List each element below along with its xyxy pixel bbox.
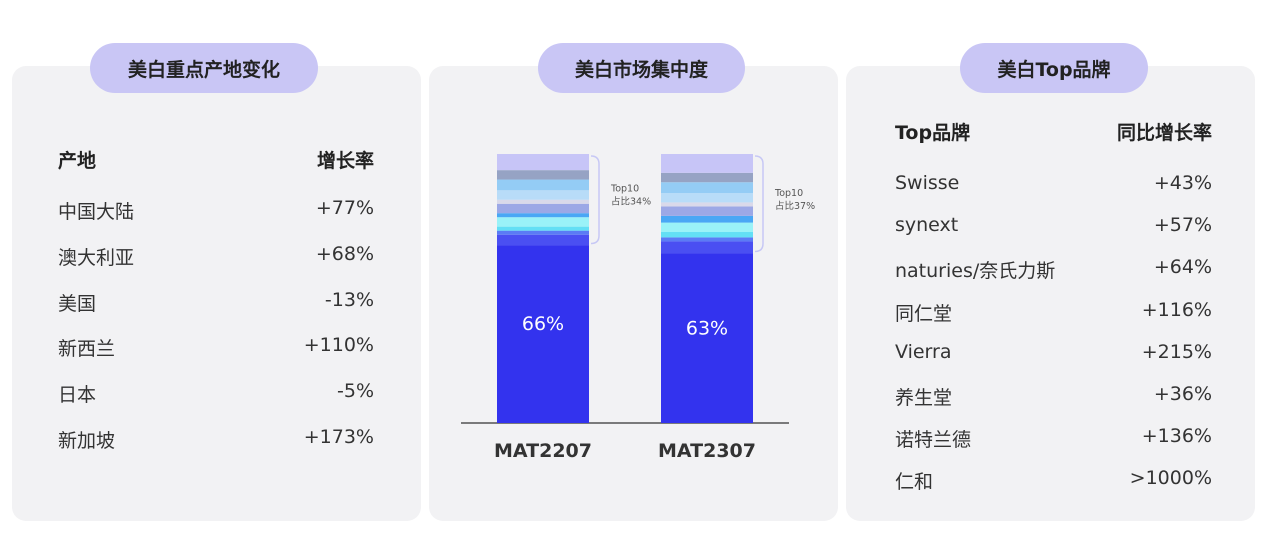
origin-row-name: 中国大陆 <box>58 201 135 223</box>
bar-segment-top10 <box>661 154 753 173</box>
brand-row-value: +136% <box>1141 425 1212 448</box>
bar-segment-top10 <box>497 230 589 235</box>
bar-segment-top10 <box>497 199 589 204</box>
bar-main-label: 66% <box>522 313 564 335</box>
bar-segment-top10 <box>661 193 753 203</box>
bar-main-label: 63% <box>686 317 728 339</box>
category-label: MAT2207 <box>494 440 592 462</box>
bar-segment-top10 <box>661 182 753 194</box>
bar-segment-top10 <box>661 241 753 254</box>
bar-segment-top10 <box>661 232 753 238</box>
category-label: MAT2307 <box>658 440 756 462</box>
origin-col-header: 产地 <box>58 150 97 172</box>
growth-col-header: 增长率 <box>316 150 374 172</box>
bar-segment-top10 <box>497 154 589 171</box>
bar-segment-top10 <box>661 172 753 183</box>
bar-segment-top10 <box>661 206 753 216</box>
concentration-panel-title: 美白市场集中度 <box>538 43 745 93</box>
brand-panel-title: 美白Top品牌 <box>960 43 1148 93</box>
brand-row-name: Vierra <box>895 340 952 363</box>
bar-segment-top10 <box>497 203 589 214</box>
bar-segment-top10 <box>497 226 589 231</box>
brand-row-value: +57% <box>1153 214 1212 237</box>
brand-row-value: +64% <box>1153 256 1212 279</box>
bar-segment-top10 <box>661 222 753 233</box>
brand-row-name: 养生堂 <box>895 387 953 409</box>
top10-bracket <box>754 155 764 253</box>
brand-row-name: synext <box>895 214 959 237</box>
yoy-col-header: 同比增长率 <box>1116 122 1212 144</box>
bar-segment-top10 <box>497 234 589 246</box>
top10-bracket <box>590 155 600 245</box>
brand-panel <box>846 66 1255 521</box>
brand-row-name: 同仁堂 <box>895 302 953 325</box>
brand-row-value: >1000% <box>1129 467 1212 490</box>
origin-row-value: +110% <box>303 334 374 357</box>
origin-panel <box>12 66 421 521</box>
origin-row-value: +68% <box>315 242 374 265</box>
brand-col-header: Top品牌 <box>895 122 971 144</box>
bar-segment-main <box>497 245 589 423</box>
origin-row-value: +77% <box>315 197 374 219</box>
bar-segment-top10 <box>497 170 589 180</box>
origin-row-name: 新西兰 <box>58 338 116 361</box>
origin-row-value: +173% <box>303 426 374 448</box>
brand-row-name: 仁和 <box>895 471 934 494</box>
origin-row-name: 日本 <box>58 384 97 407</box>
brand-row-value: +215% <box>1141 340 1212 363</box>
bar-segment-top10 <box>497 179 589 191</box>
origin-panel-title: 美白重点产地变化 <box>90 43 318 93</box>
brand-row-name: 诺特兰德 <box>895 429 972 452</box>
origin-row-value: -5% <box>337 380 374 403</box>
origin-row-name: 澳大利亚 <box>58 246 135 269</box>
brand-row-name: Swisse <box>895 172 960 194</box>
top10-annotation: Top10 <box>774 188 803 199</box>
bar-segment-top10 <box>497 190 589 200</box>
origin-row-value: -13% <box>324 288 374 311</box>
brand-row-value: +36% <box>1153 383 1212 405</box>
bar-segment-top10 <box>661 237 753 242</box>
brand-row-value: +43% <box>1153 172 1212 194</box>
bar-segment-top10 <box>497 217 589 227</box>
brand-row-value: +116% <box>1141 298 1212 321</box>
bar-segment-main <box>661 253 753 423</box>
top10-annotation: 占比34% <box>611 196 651 208</box>
bar-segment-top10 <box>497 213 589 218</box>
top10-annotation: 占比37% <box>775 200 815 212</box>
origin-row-name: 新加坡 <box>58 430 116 452</box>
bar-segment-top10 <box>661 202 753 207</box>
brand-row-name: naturies/奈氏力斯 <box>895 260 1056 283</box>
origin-row-name: 美国 <box>58 292 97 315</box>
top10-annotation: Top10 <box>610 184 639 195</box>
bar-segment-top10 <box>661 215 753 223</box>
